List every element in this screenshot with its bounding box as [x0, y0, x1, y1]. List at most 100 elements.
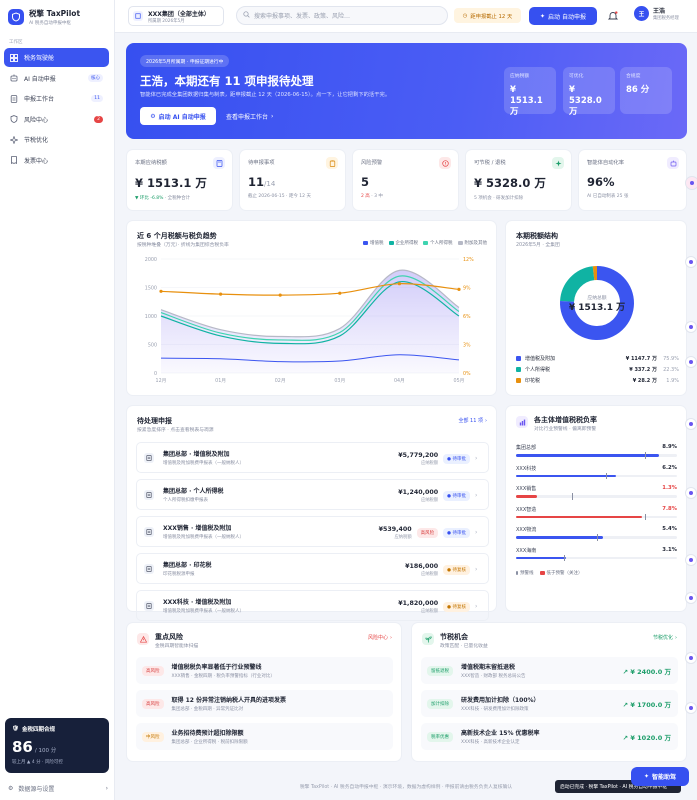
sidebar-section-label: 工作区 [9, 40, 23, 45]
legend-label: 低于预警（关注） [546, 571, 583, 576]
tax-rate-point[interactable] [219, 292, 223, 296]
core-badge: 核心 [88, 74, 103, 83]
pending-row[interactable]: XXX科技 · 增值税及附加 增值税及附加税费申报表（一般纳税人） ¥1,820,0… [136, 590, 489, 621]
entity-selector[interactable]: XXX集团（全部主体） 所属期 2026年5月 [128, 6, 224, 26]
kpi-high-count: 2 高 [361, 194, 370, 199]
risk-badge: 高风险 [416, 527, 439, 538]
pending-form: 增值税及附加税费申报表（一般纳税人） [163, 535, 244, 540]
kpi-value: ¥ 5328.0 万 [474, 176, 546, 190]
kpi-sub: AI 已自动制表 25 张 [587, 194, 629, 199]
sidebar-item-ai-filing[interactable]: AI 自动申报 核心 [4, 69, 109, 88]
pending-form: 增值税及附加税费申报表（一般纳税人） [163, 461, 244, 466]
tax-rate-point[interactable] [397, 282, 401, 286]
start-auto-filing-button[interactable]: ✦ 启动 自动申报 [529, 7, 597, 25]
kpi-number: 11 [248, 175, 265, 189]
collapse-handle-icon[interactable] [685, 256, 697, 268]
burden-row[interactable]: XXX销售 1.3% [516, 484, 677, 505]
kpi-sub: 5 项机会 · 研发加计扣除 [474, 196, 524, 201]
receipt-icon [10, 156, 18, 165]
burden-row[interactable]: XXX海南 3.1% [516, 546, 677, 567]
pending-row[interactable]: XXX销售 · 增值税及附加 增值税及附加税费申报表（一般纳税人） ¥539,400… [136, 516, 489, 547]
status-badge: ● 待审批 [443, 453, 470, 464]
donut-slice[interactable] [560, 266, 595, 303]
burden-row[interactable]: XXX科技 6.2% [516, 464, 677, 485]
user-menu[interactable]: 王 王浩 集团税务经理 [634, 6, 679, 21]
amount-label: 应纳税额 [420, 608, 439, 614]
risk-row[interactable]: 中风险 业务招待费预计超扣除限额 集团总部 · 企业所得税 · 税前扣除限额 [136, 723, 393, 750]
document-icon [144, 489, 154, 500]
collapse-handle-icon[interactable] [685, 702, 697, 714]
hero-stat-optimizable: 可优化 ¥ 5328.0 万 [563, 67, 615, 117]
brand[interactable]: 税擎 TaxPilot AI 税务自动申报中枢 [8, 8, 80, 26]
y-tick-label: 1500 [145, 285, 157, 291]
collapse-handle-icon[interactable] [685, 487, 697, 499]
bell-icon[interactable] [607, 10, 619, 22]
sidebar-item-optimization[interactable]: 节税优化 [4, 130, 109, 149]
burden-row[interactable]: XXX物流 5.4% [516, 525, 677, 546]
settings-link[interactable]: ⚙ 数据源与设置 › [8, 784, 108, 793]
risk-row[interactable]: 高风险 取得 12 份异常注销纳税人开具的进项发票 集团总部 · 金税四期 · 异常… [136, 690, 393, 717]
legend-label: 附加及其他 [464, 241, 488, 246]
sidebar-item-workbench[interactable]: 申报工作台 11 [4, 89, 109, 108]
collapse-handle-icon[interactable] [685, 356, 697, 368]
collapse-handle-icon[interactable] [685, 592, 697, 604]
status-badge: ● 待复核 [443, 601, 470, 612]
sidebar-item-risk[interactable]: 风险中心 2 [4, 110, 109, 129]
view-workbench-link[interactable]: 查看申报工作台 › [226, 107, 273, 125]
avatar: 王 [634, 6, 649, 21]
collapse-handle-icon[interactable] [685, 321, 697, 333]
chart-subtitle: 按税种堆叠（万元）· 折线为集团综合税负率 [137, 243, 229, 248]
trend-chart-card: 近 6 个月税额与税负趋势 按税种堆叠（万元）· 折线为集团综合税负率 增值税 … [126, 220, 497, 396]
kpi-risk[interactable]: 风险预警 5 2 高 · 3 中 [352, 149, 459, 211]
donut-slice[interactable] [560, 266, 634, 340]
sidebar-item-invoices[interactable]: 发票中心 [4, 151, 109, 170]
burden-fill [516, 474, 616, 477]
sidebar: 税擎 TaxPilot AI 税务自动申报中枢 工作区 税务驾驶舱 AI 自动申… [0, 0, 115, 800]
vat-burden-card: 各主体增值税税负率 对比行业预警线 · 偏离即预警 集团总部 8.9% XXX科技 6… [505, 405, 687, 612]
amount-value: ¥1,820,000 [398, 599, 439, 607]
robot-icon: ⚙ [150, 112, 156, 120]
risk-desc: XXX销售 · 金税四期 · 税负率预警指标（行业对比） [171, 674, 275, 679]
search-input[interactable]: 搜索申报事项、发票、政策、风险… [236, 6, 448, 25]
collapse-handle-icon[interactable] [685, 418, 697, 430]
pending-right: ¥1,240,000 应纳税额 ● 待审批 › [398, 480, 481, 511]
chevron-right-icon: › [675, 634, 677, 641]
risk-center-link[interactable]: 风险中心 › [368, 634, 392, 642]
opportunity-row[interactable]: 加计扣除 研发费用加计扣除（100%） XXX科技 · 研发费用加计扣除政策 ↗ ¥ … [421, 690, 678, 717]
tax-structure-card: 本期税额结构 2026年5月 · 全集团 应纳总额 ¥ 1513.1 万 增值税… [505, 220, 687, 396]
smart-assistant-button[interactable]: ✦ 智能助驾 [631, 767, 689, 786]
pending-text: 集团总部 · 增值税及附加 增值税及附加税费申报表（一般纳税人） [163, 449, 244, 466]
assistant-handle-icon[interactable] [685, 176, 697, 190]
card-title: 本期税额结构 [516, 232, 558, 240]
legend-label: 个人所得税 [430, 241, 453, 246]
tax-rate-point[interactable] [159, 289, 163, 293]
view-all-link[interactable]: 全部 11 项 › [458, 417, 487, 425]
pending-row[interactable]: 集团总部 · 印花税 印花税税源申报 ¥186,000 应纳税额 ● 待复核 › [136, 553, 489, 584]
pending-row[interactable]: 集团总部 · 个人所得税 个人所得税扣缴申报表 ¥1,240,000 应纳税额 ● 待审… [136, 479, 489, 510]
risk-level-badge: 高风险 [142, 665, 164, 676]
burden-row[interactable]: XXX智造 7.8% [516, 505, 677, 526]
pending-row[interactable]: 集团总部 · 增值税及附加 增值税及附加税费申报表（一般纳税人） ¥5,779,20… [136, 442, 489, 473]
optimization-link[interactable]: 节税优化 › [653, 634, 677, 642]
tax-rate-point[interactable] [278, 293, 282, 297]
tax-rate-point[interactable] [457, 287, 461, 291]
kpi-automation[interactable]: 智能体自动化率 96% AI 已自动制表 25 张 [578, 149, 687, 211]
collapse-handle-icon[interactable] [685, 554, 697, 566]
kpi-tax-payable[interactable]: 本期应纳税额 ¥ 1513.1 万 ▼ 环比 -6.8% · 全税种合计 [126, 149, 233, 211]
sidebar-item-dashboard[interactable]: 税务驾驶舱 [4, 48, 109, 67]
robot-icon [10, 74, 18, 82]
risk-row[interactable]: 高风险 增值税税负率显著低于行业预警线 XXX销售 · 金税四期 · 税负率预警指标… [136, 657, 393, 684]
start-ai-filing-button[interactable]: ⚙ 启动 AI 自动申报 [140, 107, 216, 125]
kpi-savings[interactable]: 可节税 / 退税 ¥ 5328.0 万 5 项机会 · 研发加计扣除 [465, 149, 572, 211]
opportunity-row[interactable]: 税率优惠 高新技术企业 15% 优惠税率 XXX科技 · 高新技术企业认定 ↗ ¥ 1… [421, 723, 678, 750]
compliance-score-card[interactable]: 🛡 金税四期合规 86/ 100 分 较上月 ▲ 4 分 · 风险可控 [5, 718, 109, 773]
entity-name: XXX科技 [516, 465, 537, 472]
risk-text: 业务招待费预计超扣除限额 集团总部 · 企业所得税 · 税前扣除限额 [172, 728, 248, 745]
burden-row[interactable]: 集团总部 8.9% [516, 443, 677, 464]
pending-amount: ¥186,000 应纳税额 [405, 563, 438, 577]
kpi-pending[interactable]: 待申报事项 11/14 截止 2026-06-15 · 距今 12 天 [239, 149, 346, 211]
opportunity-row[interactable]: 留抵退税 增值税期末留抵退税 XXX智造 · 财政部 税务总局公告 ↗ ¥ 2400.… [421, 657, 678, 684]
collapse-handle-icon[interactable] [685, 652, 697, 664]
tax-rate-point[interactable] [338, 291, 342, 295]
x-tick-label: 02月 [275, 378, 286, 384]
